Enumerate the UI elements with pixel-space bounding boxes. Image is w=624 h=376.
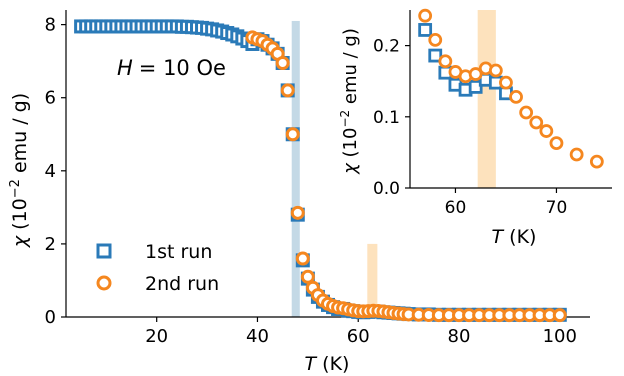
main-point-2nd-run [275,55,290,70]
inset-x-label: T (K) [492,226,537,248]
inset-shaded-bands [477,10,496,188]
main-chart: 20 40 60 80 100 0 2 4 6 8 T (K) χ (10−2 emu / g)… [8,10,590,375]
inset-x-tick-label: 70 [546,198,568,218]
inset-series-1st-run [418,23,513,101]
inset-point-1st-run [468,79,483,94]
main-y-tick-label: 4 [45,161,56,182]
main-y-label: χ (10−2 emu / g) [8,93,31,248]
main-x-tick-label: 40 [246,326,269,347]
main-x-tick-label: 20 [145,326,168,347]
inset-point-2nd-run [539,124,554,138]
main-y-tick-label: 8 [45,15,56,36]
main-point-2nd-run [295,251,310,266]
inset-point-2nd-run [529,115,544,130]
main-series-2nd-run [245,30,567,323]
main-x-tick-label: 100 [543,326,577,347]
main-y-tick-label: 0 [45,307,56,328]
legend-label-2nd-run: 2nd run [145,273,219,295]
main-band-0 [291,20,300,317]
inset-axes [409,10,612,189]
legend: 1st run 2nd run [96,241,219,295]
inset-point-2nd-run [549,136,564,151]
inset-band-0 [477,10,496,188]
inset-point-2nd-run [519,105,534,120]
inset-x-tick-label: 60 [445,198,467,218]
main-point-2nd-run [552,308,567,323]
inset-y-tick-label: 0.2 [373,37,400,57]
inset-x-ticks: 60 70 [445,188,568,218]
inset-point-2nd-run [488,63,503,78]
legend-marker-1st-run [96,243,112,259]
main-y-ticks: 0 2 4 6 8 [45,15,66,328]
main-x-ticks: 20 40 60 80 100 [145,317,577,347]
inset-point-2nd-run [428,33,443,47]
main-shaded-bands [291,20,378,317]
main-band-1 [367,243,378,317]
main-point-2nd-run [300,269,315,284]
inset-y-label: χ (10−2 emu / g) [338,28,361,175]
field-annotation: H = 10 Oe [117,56,226,80]
inset-y-tick-label: 0.0 [373,179,400,199]
inset-point-2nd-run [438,54,453,69]
main-point-2nd-run [280,83,295,98]
main-point-2nd-run [285,127,300,142]
main-x-label: T (K) [305,353,350,375]
inset-point-2nd-run [418,8,433,23]
inset-y-tick-label: 0.1 [373,108,400,128]
inset-point-2nd-run [589,154,604,169]
inset-chart: 60 70 0.0 0.1 0.2 T (K) χ (10−2 emu / g) [338,8,612,248]
main-x-tick-label: 60 [347,326,370,347]
main-y-tick-label: 6 [45,88,56,109]
main-x-tick-label: 80 [448,326,471,347]
inset-y-ticks: 0.0 0.1 0.2 [373,37,410,199]
main-y-tick-label: 2 [45,234,56,255]
inset-point-2nd-run [499,75,513,90]
inset-point-2nd-run [468,67,483,81]
inset-point-1st-run [418,23,433,37]
main-point-2nd-run [290,205,305,220]
inset-point-1st-run [428,48,443,63]
legend-marker-2nd-run [96,275,112,291]
inset-point-2nd-run [569,147,584,162]
inset-point-2nd-run [509,89,523,104]
legend-label-1st-run: 1st run [145,241,212,263]
inset-series-2nd-run [418,8,604,169]
